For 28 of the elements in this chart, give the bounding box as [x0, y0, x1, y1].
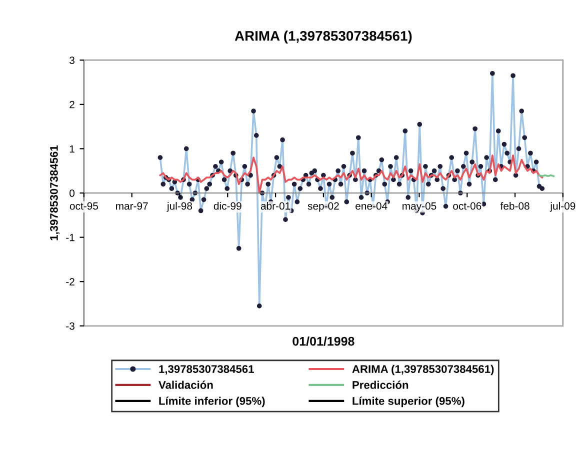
legend-label: 1,39785307384561	[159, 365, 254, 375]
legend-label: Límite inferior (95%)	[159, 396, 265, 408]
y-tick-label: -2	[66, 278, 74, 286]
x-tick-label: abr-01	[260, 202, 290, 210]
line-series	[159, 154, 544, 194]
y-tick-label: 2	[70, 100, 74, 108]
x-axis-title: 01/01/1998	[292, 336, 354, 346]
legend-label: Límite superior (95%)	[352, 396, 464, 408]
x-tick-label: ene-04	[356, 202, 388, 210]
y-axis-title: 1,39785307384561	[50, 145, 60, 240]
x-tick-label: sep-02	[308, 202, 339, 212]
legend-label: Validación	[158, 380, 213, 389]
x-tick-label: jul-98	[166, 202, 192, 212]
y-tick-label: 1	[70, 145, 74, 152]
legend-label: ARIMA (1,39785307384561)	[352, 364, 494, 376]
x-tick-label: oct-06	[453, 202, 482, 210]
y-tick-label: 3	[70, 56, 74, 64]
y-tick-label: -1	[66, 234, 74, 242]
x-tick-label: mar-97	[116, 202, 148, 210]
x-tick-label: may-05	[402, 202, 436, 212]
legend-label: Predicción	[352, 380, 408, 389]
x-tick-label: jul-09	[550, 202, 576, 212]
x-tick-label: oct-95	[70, 202, 98, 210]
y-tick-label: -3	[66, 322, 74, 330]
chart-title: ARIMA (1,39785307384561)	[234, 30, 412, 44]
x-tick-label: dic-99	[214, 202, 242, 210]
x-tick-label: feb-08	[500, 202, 530, 210]
y-tick-label: 0	[70, 190, 75, 197]
